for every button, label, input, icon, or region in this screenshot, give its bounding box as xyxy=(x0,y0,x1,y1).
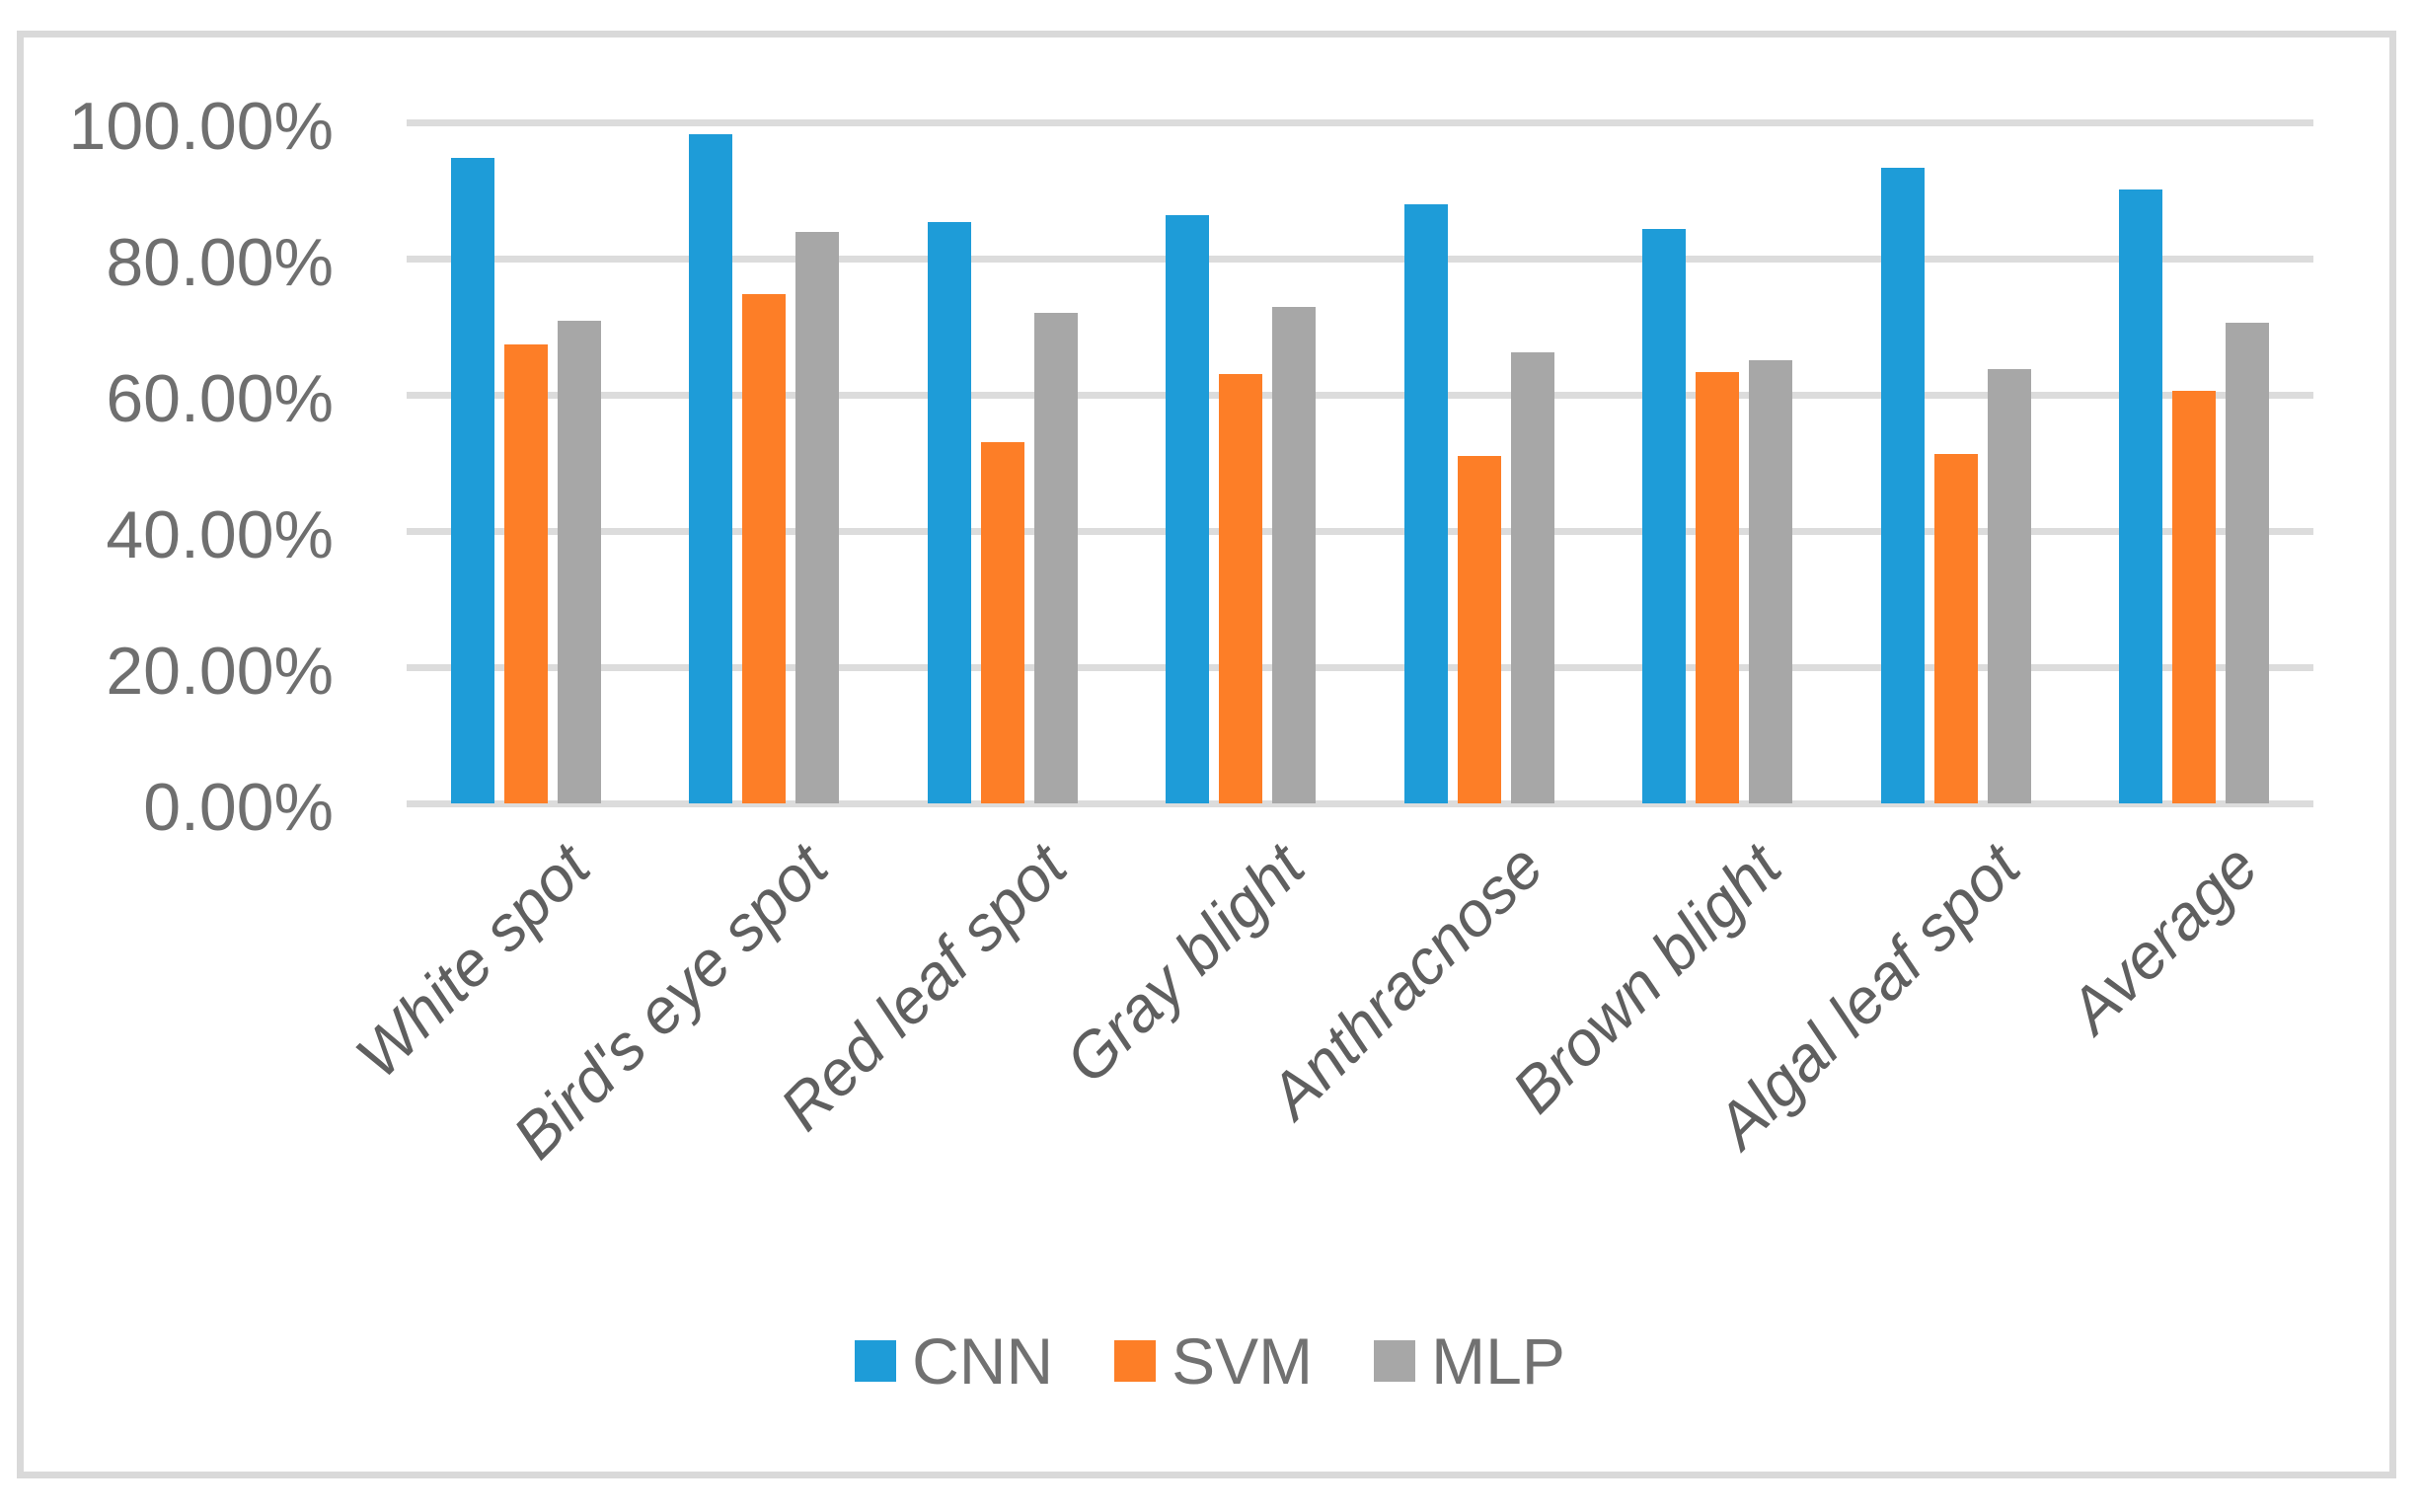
bar-mlp-white-spot xyxy=(557,321,601,803)
gridline-20 xyxy=(407,663,2313,671)
legend-label-mlp: MLP xyxy=(1431,1324,1565,1398)
bar-cnn-gray-blight xyxy=(1166,214,1210,803)
bar-svm-bird-s-eye-spot xyxy=(742,293,787,803)
chart-legend: CNN SVM MLP xyxy=(0,1326,2420,1396)
bar-cnn-red-leaf-spot xyxy=(927,221,971,803)
bar-cnn-brown-blight xyxy=(1642,229,1687,803)
bar-svm-anthracnose xyxy=(1457,456,1501,803)
bar-cnn-algal-leaf-spot xyxy=(1880,168,1925,803)
y-tick-label: 40.00% xyxy=(106,497,334,572)
bar-svm-brown-blight xyxy=(1696,371,1740,803)
y-tick-label: 20.00% xyxy=(106,634,334,709)
gridline-40 xyxy=(407,527,2313,535)
gridline-0 xyxy=(407,799,2313,807)
bar-svm-algal-leaf-spot xyxy=(1933,454,1978,803)
y-tick-label: 100.00% xyxy=(68,89,334,164)
bar-cnn-anthracnose xyxy=(1403,203,1448,803)
bar-mlp-anthracnose xyxy=(1510,352,1554,803)
bar-svm-gray-blight xyxy=(1219,373,1263,803)
bar-mlp-brown-blight xyxy=(1749,359,1793,803)
bar-mlp-bird-s-eye-spot xyxy=(795,232,840,803)
bar-svm-average xyxy=(2172,390,2217,803)
legend-item-mlp: MLP xyxy=(1374,1326,1565,1396)
legend-swatch-svm xyxy=(1114,1340,1157,1382)
bar-svm-red-leaf-spot xyxy=(980,442,1024,803)
bar-mlp-gray-blight xyxy=(1272,306,1317,803)
legend-swatch-cnn xyxy=(855,1340,897,1382)
bar-cnn-white-spot xyxy=(450,157,494,803)
bar-mlp-algal-leaf-spot xyxy=(1987,368,2031,803)
gridline-80 xyxy=(407,255,2313,263)
bar-mlp-average xyxy=(2226,322,2270,803)
legend-item-cnn: CNN xyxy=(855,1326,1053,1396)
y-tick-label: 60.00% xyxy=(106,361,334,436)
legend-item-svm: SVM xyxy=(1114,1326,1313,1396)
legend-label-svm: SVM xyxy=(1172,1324,1314,1398)
gridline-100 xyxy=(407,118,2313,126)
bar-cnn-bird-s-eye-spot xyxy=(689,133,733,803)
bar-svm-white-spot xyxy=(503,343,548,803)
bar-cnn-average xyxy=(2119,189,2163,803)
gridline-60 xyxy=(407,391,2313,399)
bar-mlp-red-leaf-spot xyxy=(1033,313,1078,803)
legend-swatch-mlp xyxy=(1374,1340,1416,1382)
legend-label-cnn: CNN xyxy=(912,1324,1054,1398)
y-tick-label: 80.00% xyxy=(106,225,334,300)
y-tick-label: 0.00% xyxy=(143,770,334,845)
